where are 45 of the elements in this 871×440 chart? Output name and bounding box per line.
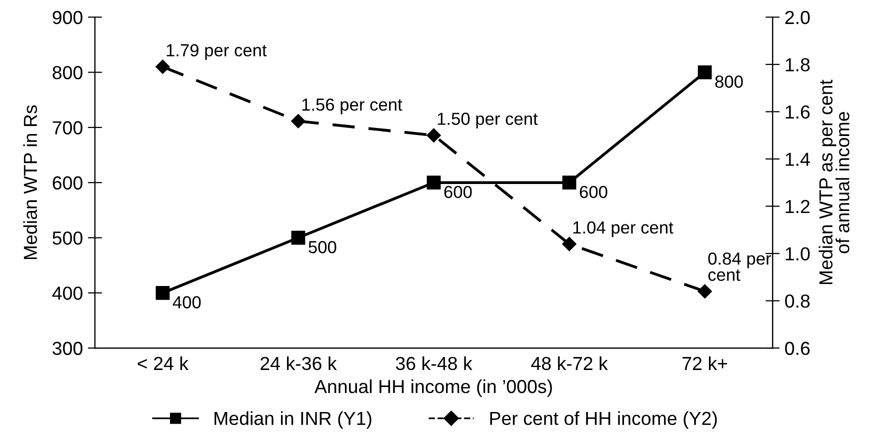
x-tick-label: 36 k-48 k [396,356,472,370]
point [426,176,441,190]
y-tick-label: 400 [52,286,82,300]
y2-tick-label: 2.0 [785,10,810,24]
y2-axis-title: Median WTP as per cent of annual income [818,80,850,284]
x-tick-label: 24 k-36 k [260,356,337,370]
y-tick-label: 300 [52,342,82,356]
x-axis-title: Annual HH income (in ’000s) [314,379,552,397]
data-label: 1.04 per cent [573,221,674,238]
y2-tick-label: 1.8 [786,58,810,72]
y-tick-label: 700 [52,121,82,134]
y2-tick-label: 1.2 [786,200,810,214]
point [698,284,712,298]
data-label: 1.50 per cent [438,112,538,128]
y2-tick-label: 1.0 [786,247,810,260]
data-label: 1.79 per cent [166,44,267,60]
point [562,176,576,190]
data-label: 500 [308,240,336,254]
point [562,236,576,252]
data-label: 0.84 per cent [708,252,772,281]
data-label: 600 [580,186,608,198]
point [291,114,306,128]
x-tick-label: 72 k+ [682,356,728,370]
y2-tick-label: 1.4 [786,152,810,166]
x-tick-label: < 24 k [138,356,189,370]
point [426,128,441,142]
y2-tick-label: 0.8 [785,294,810,308]
y-axis-title: Median WTP in Rs [23,105,38,260]
data-label: 1.56 per cent [302,98,402,114]
data-label: 600 [444,186,472,198]
point [291,230,306,245]
y-tick-label: 600 [52,176,82,190]
y-tick-label: 500 [52,231,82,245]
point [156,60,170,74]
legend-label: Median in INR (Y1) [214,411,372,429]
point [698,65,712,80]
legend-label: Per cent of HH income (Y2) [490,411,717,429]
y2-tick-label: 1.6 [786,105,810,119]
y2-tick-label: 0.6 [785,342,810,356]
data-label: 800 [715,76,743,88]
point [156,286,170,300]
y-tick-label: 800 [52,66,82,80]
y-tick-label: 900 [52,10,82,24]
x-tick-label: 48 k-72 k [531,356,608,370]
data-label: 400 [172,296,201,308]
